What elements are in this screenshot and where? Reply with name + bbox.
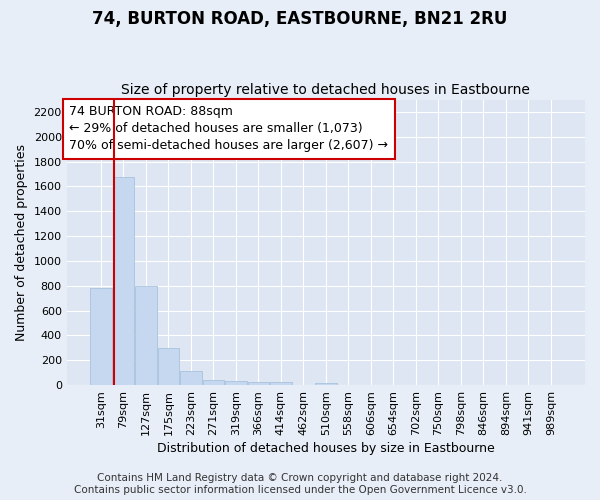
Bar <box>158 348 179 385</box>
Bar <box>180 372 202 385</box>
Bar <box>113 176 134 385</box>
Bar <box>225 382 247 385</box>
Bar <box>203 380 224 385</box>
Text: 74 BURTON ROAD: 88sqm
← 29% of detached houses are smaller (1,073)
70% of semi-d: 74 BURTON ROAD: 88sqm ← 29% of detached … <box>69 106 388 152</box>
Y-axis label: Number of detached properties: Number of detached properties <box>15 144 28 341</box>
Title: Size of property relative to detached houses in Eastbourne: Size of property relative to detached ho… <box>121 83 530 97</box>
Bar <box>135 286 157 385</box>
X-axis label: Distribution of detached houses by size in Eastbourne: Distribution of detached houses by size … <box>157 442 495 455</box>
Text: 74, BURTON ROAD, EASTBOURNE, BN21 2RU: 74, BURTON ROAD, EASTBOURNE, BN21 2RU <box>92 10 508 28</box>
Bar <box>270 382 292 385</box>
Bar <box>315 382 337 385</box>
Bar <box>90 288 112 385</box>
Bar <box>248 382 269 385</box>
Text: Contains HM Land Registry data © Crown copyright and database right 2024.
Contai: Contains HM Land Registry data © Crown c… <box>74 474 526 495</box>
